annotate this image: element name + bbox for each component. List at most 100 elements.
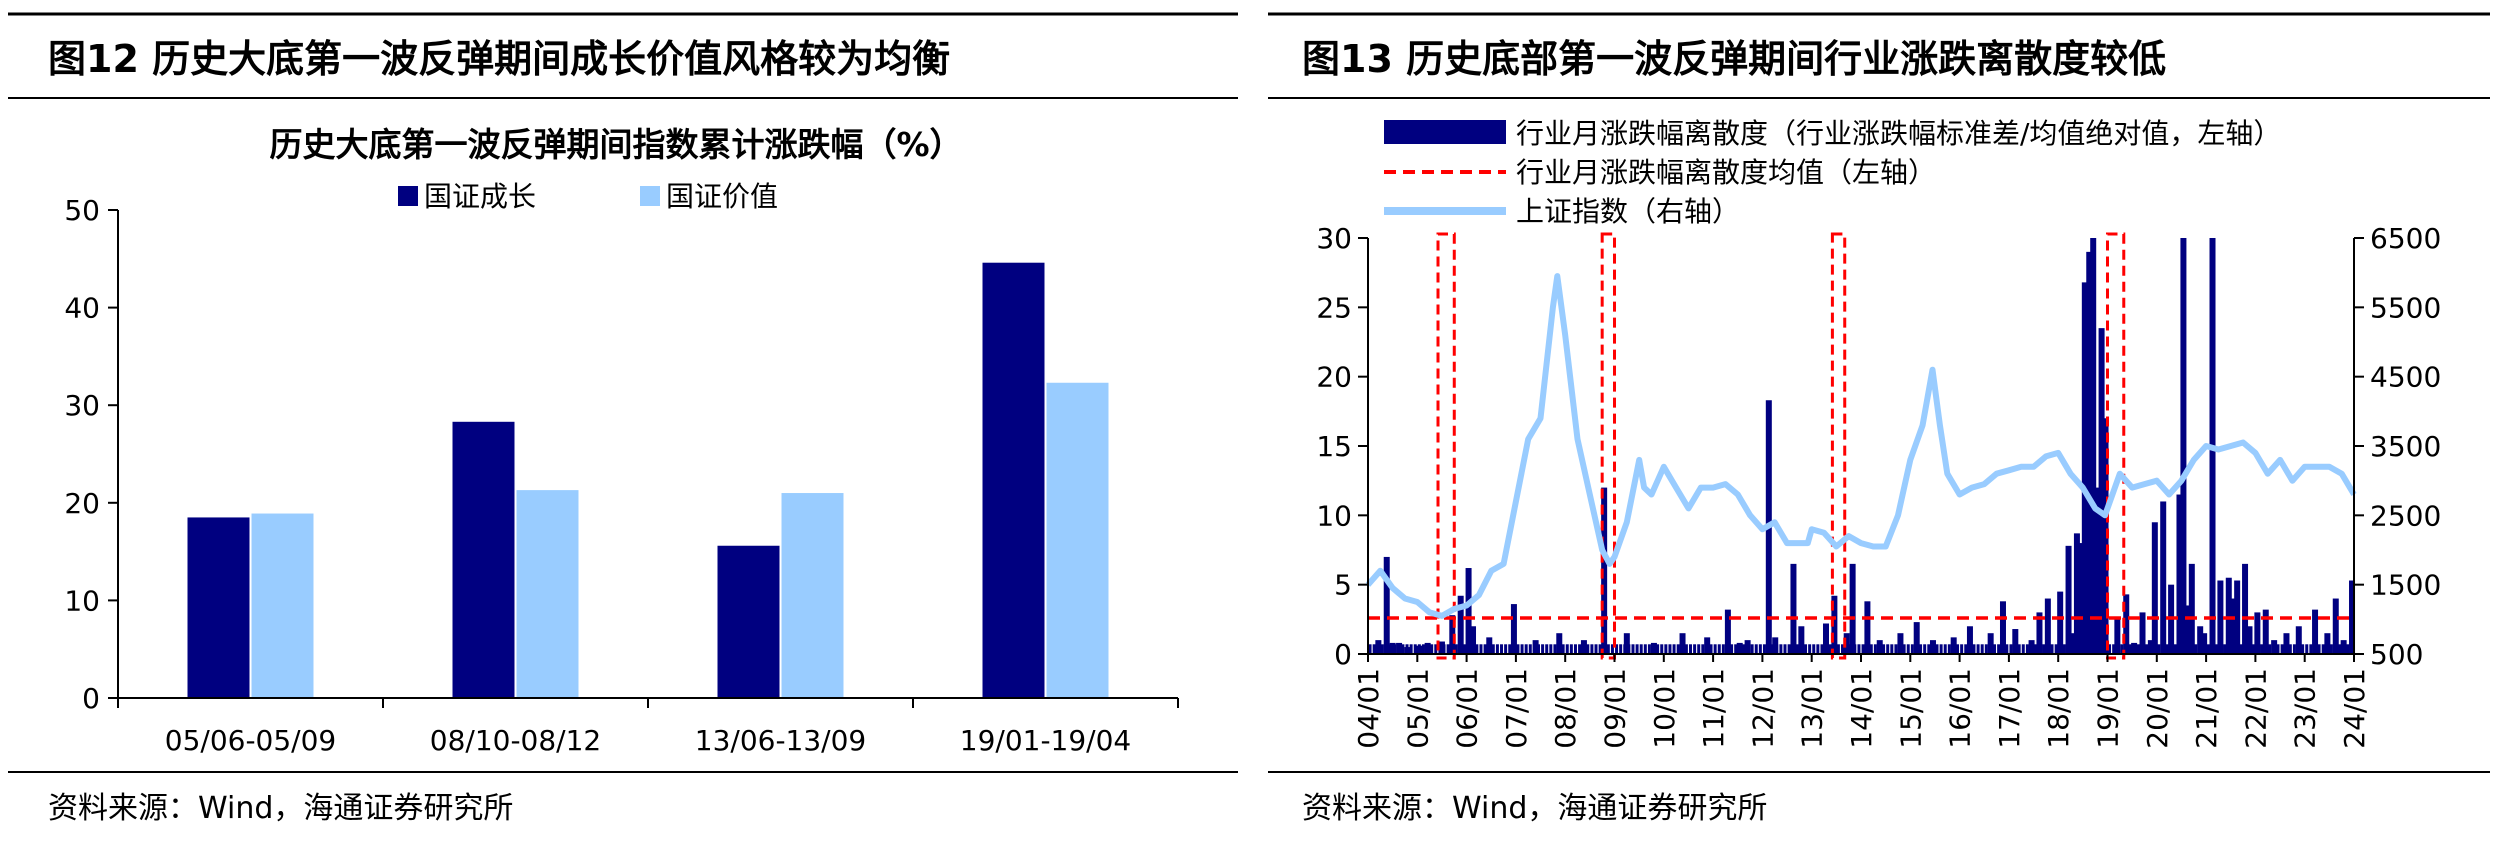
dispersion-bar-base [1573,644,1577,654]
fig13-title: 图13 历史底部第一波反弹期间行业涨跌离散度较低 [1302,37,2166,81]
x-tick-label: 13/06-13/09 [695,724,867,757]
dispersion-bar-base [1980,644,1984,654]
dispersion-bar-base [2021,644,2025,654]
fig12-bars [187,262,1109,698]
dispersion-bar-base [2255,644,2259,654]
dispersion-bar-base [1450,644,1454,654]
dispersion-bar-base [2079,644,2083,654]
dispersion-bar-base [2128,644,2132,654]
x-tick-label: 14/01 [1845,668,1878,749]
dispersion-bar-base [2297,644,2301,654]
x-tick-label: 10/01 [1648,668,1681,749]
x-tick-label: 09/01 [1599,668,1632,749]
dispersion-bar [1897,633,1904,654]
dispersion-bar-base [2140,644,2144,654]
dispersion-bar-base [1606,644,1610,654]
dispersion-bar-base [1820,644,1824,654]
dispersion-bar-base [1845,644,1849,654]
x-tick-label: 19/01-19/04 [960,724,1132,757]
dispersion-bar-base [1635,644,1639,654]
x-tick-label: 05/06-05/09 [165,724,337,757]
dispersion-bar-base [1520,644,1524,654]
dispersion-bar-base [2260,644,2264,654]
x-tick-label: 04/01 [1352,668,1385,749]
dispersion-bar-base [1652,644,1656,654]
dispersion-bar [2012,629,2019,654]
dispersion-bar-base [1935,644,1939,654]
dispersion-bar-base [2099,644,2103,654]
dispersion-bar [1389,642,1396,654]
dispersion-bar-base [1463,644,1467,654]
dispersion-bar-base [2009,644,2013,654]
highlight-window [1436,232,1456,660]
dispersion-bar [1679,633,1686,654]
dispersion-bar-base [1997,644,2001,654]
dispersion-bar-base [1664,644,1668,654]
dispersion-bar-base [1586,644,1590,654]
dispersion-bar-base [1943,644,1947,654]
dispersion-bar-base [1906,644,1910,654]
dispersion-bar [2234,580,2241,654]
dispersion-bar-base [1598,644,1602,654]
dispersion-bar-base [2136,644,2140,654]
dispersion-bar-base [2120,644,2124,654]
dispersion-bar [2184,605,2191,654]
dispersion-bar [2057,591,2064,654]
dispersion-bar-base [2029,644,2033,654]
dispersion-bar [1449,615,1456,654]
dispersion-bar-base [1709,644,1713,654]
dispersion-bar [2069,633,2076,654]
dispersion-bar-base [1828,644,1832,654]
dispersion-bar-base [2038,644,2042,654]
bar-value [251,513,314,698]
dispersion-bar-base [1808,644,1812,654]
legend-label-index: 上证指数（右轴） [1516,195,1740,228]
dispersion-bar-base [1898,644,1902,654]
dispersion-bar-base [1426,644,1430,654]
figure-12: 图12 历史大底第一波反弹期间成长价值风格较为均衡 历史大底第一波反弹期间指数累… [8,12,1238,826]
highlight-window [1830,232,1847,660]
dispersion-bar-base [1376,644,1380,654]
dispersion-bar-base [1660,644,1664,654]
dispersion-bar-base [1799,644,1803,654]
dispersion-bar-base [2054,644,2058,654]
dispersion-bar-base [2309,644,2313,654]
dispersion-bar [2151,522,2158,654]
dispersion-bar-base [1742,644,1746,654]
dispersion-bar-base [2276,644,2280,654]
dispersion-bar [2123,594,2130,654]
fig12-source: 资料来源：Wind，海通证券研究所 [48,791,513,826]
dispersion-bar-base [1791,644,1795,654]
figure-13: 图13 历史底部第一波反弹期间行业涨跌离散度较低 行业月涨跌幅离散度（行业涨跌幅… [1268,12,2490,826]
dispersion-bar-base [1524,644,1528,654]
dispersion-bar-base [1923,644,1927,654]
dispersion-bar-base [1508,644,1512,654]
dispersion-bar-base [1894,644,1898,654]
bar-growth [452,421,515,698]
dispersion-bar-base [2034,644,2038,654]
dispersion-bar-base [2235,644,2239,654]
dispersion-bar-base [1619,644,1623,654]
dispersion-bar-base [1615,644,1619,654]
dispersion-bar [1999,601,2006,654]
dispersion-bar-base [1454,644,1458,654]
left-tick-label: 5 [1334,569,1352,602]
dispersion-bar-base [2329,644,2333,654]
dispersion-bar-base [1824,644,1828,654]
dispersion-bar-base [2186,644,2190,654]
dispersion-bar [2283,633,2290,654]
dispersion-bar-base [1701,644,1705,654]
dispersion-bar-base [1877,644,1881,654]
dispersion-bar-base [1717,644,1721,654]
dispersion-bar-base [2091,644,2095,654]
dispersion-bar-base [1775,644,1779,654]
dispersion-bar [2295,626,2302,654]
dispersion-bar-base [1672,644,1676,654]
right-tick-label: 6500 [2370,222,2441,255]
dispersion-bar-base [2075,644,2079,654]
dispersion-bar-base [1434,644,1438,654]
dispersion-bar-base [1532,644,1536,654]
dispersion-bar-base [2050,644,2054,654]
x-tick-label: 23/01 [2289,668,2322,749]
dispersion-bar [1987,633,1994,654]
